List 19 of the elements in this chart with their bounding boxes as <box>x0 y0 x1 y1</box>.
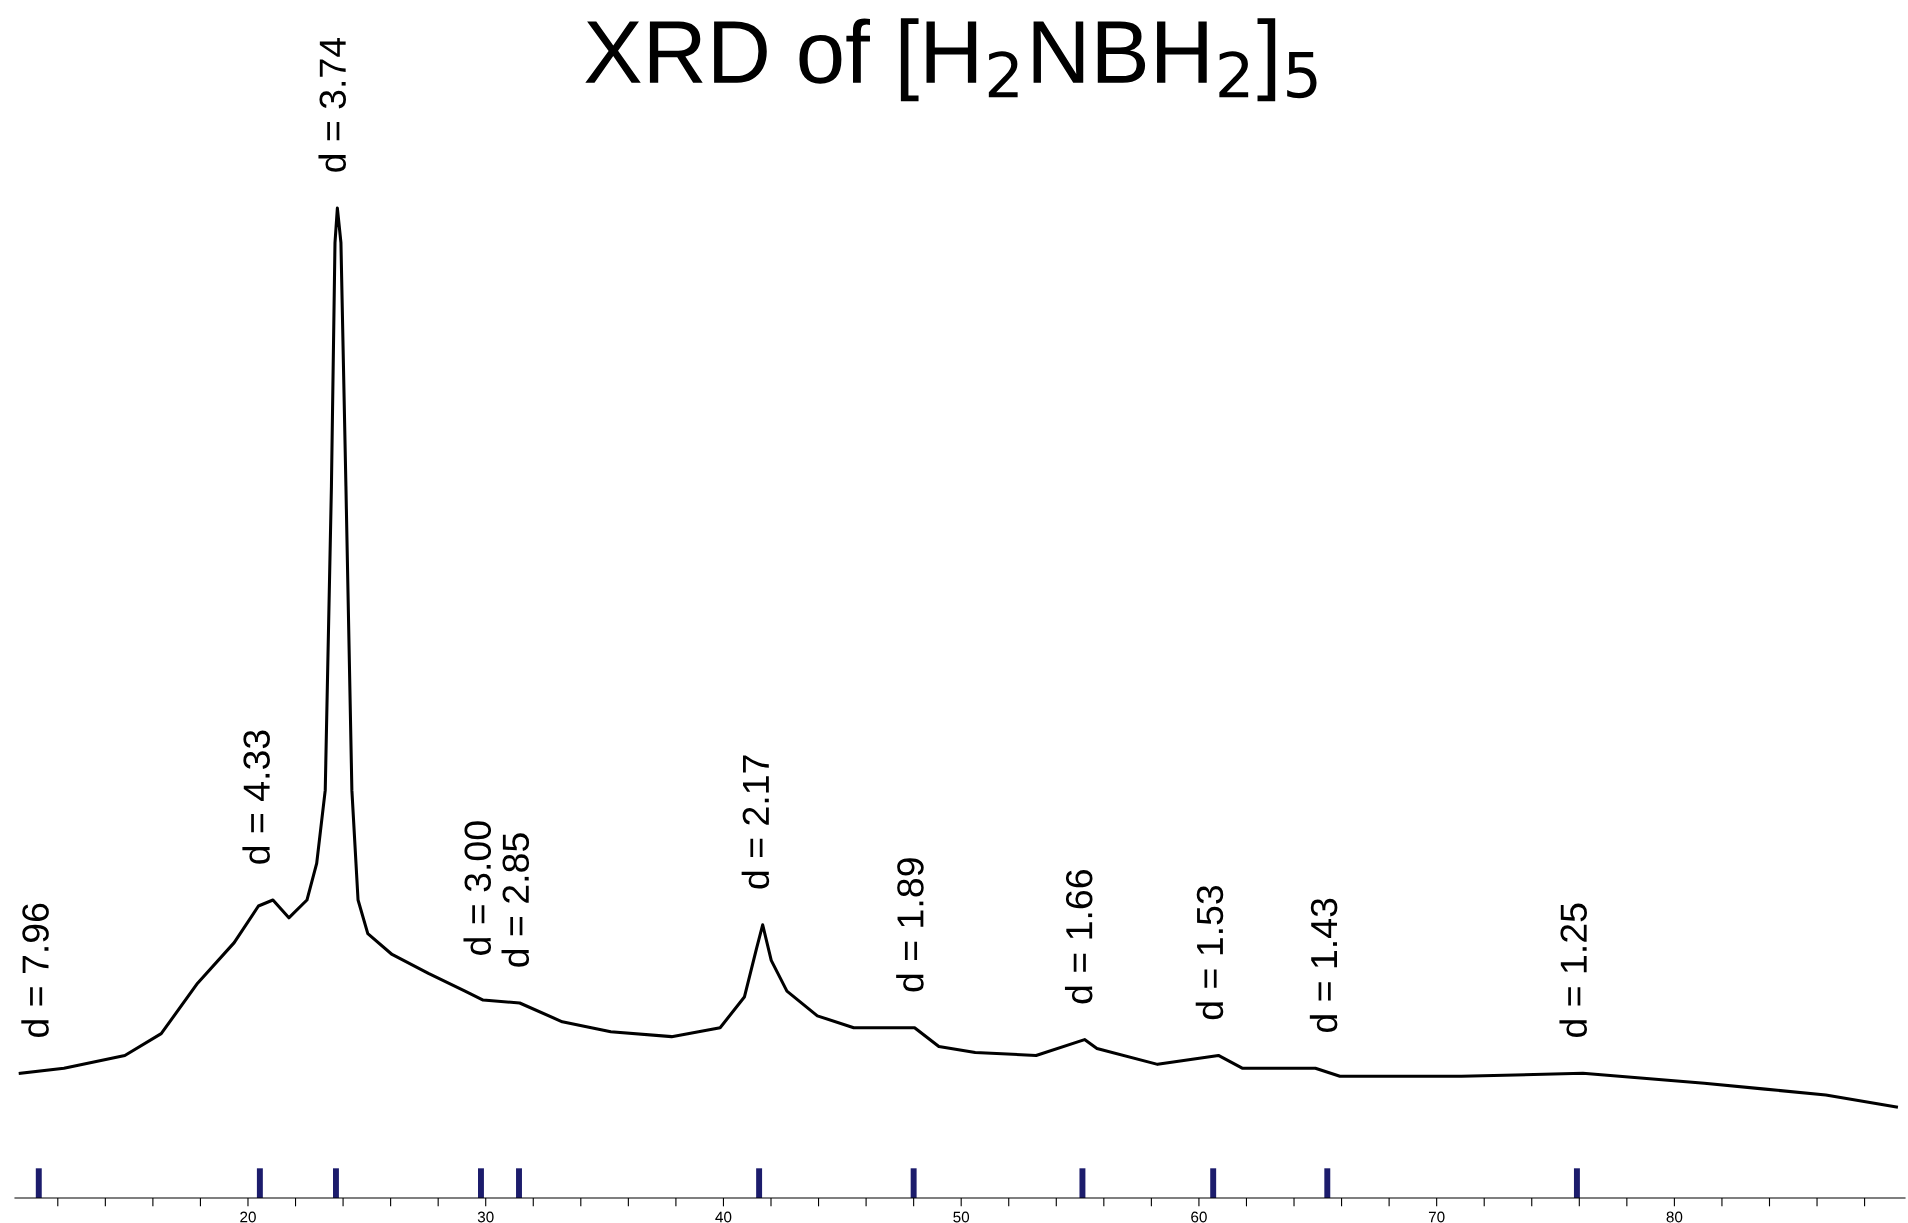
text: d = 3.74 <box>318 37 347 172</box>
annotation: d = 2.17 <box>741 755 770 889</box>
x-tick-label: 80 <box>1666 1211 1683 1223</box>
annotation: d = 1.53 <box>1195 885 1224 1020</box>
x-tick-label: 60 <box>1191 1211 1207 1223</box>
chart-title: XRD of [H$_{2}$NBH$_{2}$]$_{5}$ <box>585 18 1317 102</box>
annotation: d = 1.25 <box>1559 903 1587 1038</box>
annotation: d = 4.33 <box>242 730 270 864</box>
annotation: d = 2.85 <box>501 833 530 967</box>
annotation: d = 1.89 <box>896 858 924 992</box>
annotation: d = 1.43 <box>1309 898 1338 1033</box>
annotation: d = 3.00 <box>463 821 492 955</box>
x-tick-label: 40 <box>715 1211 732 1223</box>
x-tick-label: 70 <box>1428 1211 1445 1223</box>
annotation: d = 1.66 <box>1064 870 1093 1004</box>
x-tick-label: 30 <box>477 1211 494 1223</box>
x-tick-label: 50 <box>953 1211 970 1223</box>
annotation: d = 7.96 <box>21 903 49 1038</box>
x-tick-label: 20 <box>240 1211 256 1223</box>
